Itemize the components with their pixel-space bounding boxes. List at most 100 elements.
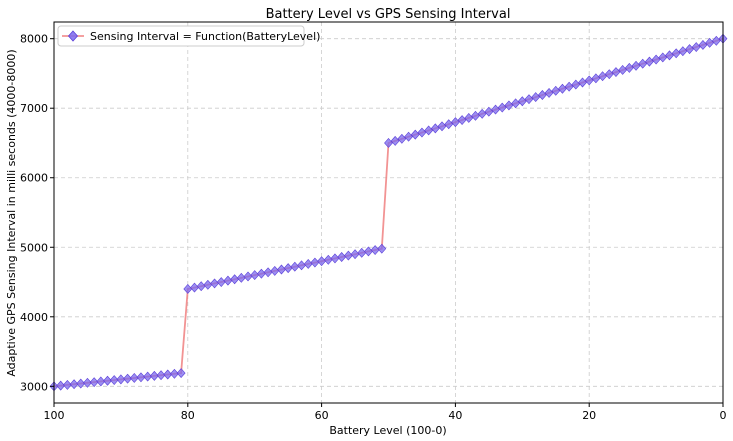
legend: Sensing Interval = Function(BatteryLevel… — [57, 25, 320, 47]
data-point — [196, 281, 206, 292]
data-point — [497, 102, 507, 113]
data-point — [216, 277, 226, 287]
x-axis-label: Battery Level (100-0) — [329, 424, 446, 437]
data-point — [243, 271, 253, 282]
data-point — [477, 108, 487, 119]
data-point — [671, 48, 681, 59]
data-point — [457, 115, 467, 125]
data-point — [384, 138, 393, 148]
data-point — [691, 42, 701, 52]
x-tick-label: 20 — [582, 409, 596, 422]
data-point — [444, 119, 454, 130]
data-point — [377, 243, 387, 254]
grid — [53, 22, 724, 403]
data-point — [618, 65, 628, 75]
data-point — [571, 79, 581, 90]
data-point — [129, 373, 139, 383]
y-tick-label: 7000 — [20, 102, 48, 115]
x-tick-label: 0 — [720, 409, 727, 422]
data-point — [638, 58, 648, 69]
data-point — [698, 39, 708, 50]
data-point — [524, 94, 534, 105]
y-tick-label: 5000 — [20, 241, 48, 254]
x-tick-label: 60 — [315, 409, 329, 422]
data-point — [223, 275, 233, 286]
data-point — [149, 370, 159, 381]
data-point — [578, 77, 587, 88]
y-tick-label: 6000 — [20, 172, 48, 185]
data-point — [317, 256, 327, 267]
data-point — [651, 54, 661, 65]
series-markers — [49, 33, 728, 392]
data-point — [163, 369, 173, 380]
data-point — [230, 274, 240, 285]
x-tick-label: 40 — [448, 409, 462, 422]
data-point — [310, 257, 320, 268]
data-point — [89, 377, 99, 388]
data-point — [56, 380, 66, 391]
data-point — [343, 250, 353, 261]
data-point — [330, 253, 340, 264]
data-point — [537, 90, 547, 100]
data-point — [76, 378, 86, 389]
data-point — [631, 60, 641, 71]
data-point — [450, 117, 460, 128]
plot-frame — [53, 21, 724, 404]
data-point — [256, 268, 266, 279]
data-point — [176, 368, 186, 379]
data-point — [263, 267, 273, 278]
x-tick-label: 80 — [181, 409, 195, 422]
data-point — [417, 127, 427, 138]
y-axis-ticks: 3000 4000 5000 6000 7000 8000 — [20, 33, 54, 393]
data-point — [364, 246, 373, 257]
data-point — [236, 272, 246, 283]
data-point — [62, 379, 72, 390]
data-point — [437, 121, 447, 132]
data-point — [270, 265, 280, 276]
data-point — [491, 104, 500, 115]
data-point — [591, 73, 601, 84]
y-tick-label: 8000 — [20, 33, 48, 46]
data-point — [109, 375, 119, 386]
data-point — [350, 249, 360, 260]
data-point — [424, 125, 434, 136]
data-point — [531, 92, 541, 103]
data-point — [711, 35, 721, 46]
data-point — [397, 133, 407, 144]
data-point — [277, 264, 286, 275]
data-point — [96, 376, 106, 387]
y-tick-label: 4000 — [20, 311, 48, 324]
x-tick-label: 100 — [44, 409, 65, 422]
data-point — [544, 87, 554, 98]
data-point — [303, 258, 313, 269]
legend-entry: Sensing Interval = Function(BatteryLevel… — [90, 30, 320, 43]
data-point — [705, 37, 715, 48]
series-line-path — [53, 37, 724, 388]
data-point — [430, 123, 440, 134]
data-point — [645, 56, 654, 67]
data-point — [658, 52, 668, 63]
data-point — [69, 379, 79, 390]
data-point — [83, 377, 92, 388]
data-point — [410, 129, 420, 140]
data-point — [390, 135, 400, 146]
data-point — [517, 96, 527, 107]
data-point — [323, 254, 333, 265]
data-point — [584, 75, 594, 86]
data-point — [297, 260, 306, 271]
data-point — [611, 67, 621, 78]
y-tick-label: 3000 — [20, 380, 48, 393]
data-point — [357, 247, 367, 258]
data-point — [504, 100, 514, 111]
data-point — [210, 278, 219, 289]
data-point — [170, 368, 179, 379]
chart-title: Battery Level vs GPS Sensing Interval — [266, 7, 511, 22]
data-point — [116, 374, 126, 385]
data-point — [604, 69, 614, 80]
data-point — [103, 375, 112, 386]
data-point — [290, 261, 300, 272]
data-point — [203, 279, 213, 290]
data-point — [678, 46, 688, 57]
data-point — [685, 44, 694, 55]
